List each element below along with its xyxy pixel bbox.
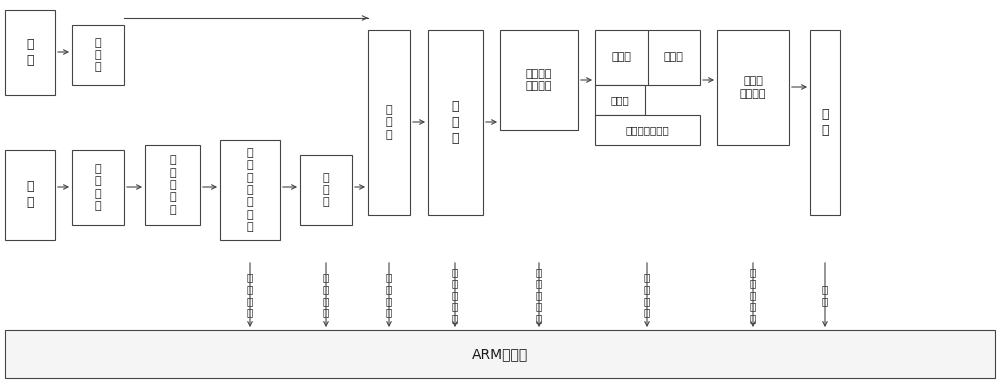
Text: 排气道: 排气道 <box>664 52 684 63</box>
Text: 甲
烷
浓
度
传
感
器: 甲 烷 浓 度 传 感 器 <box>247 148 253 232</box>
Bar <box>145 145 200 225</box>
Text: 气
缸
温
度: 气 缸 温 度 <box>644 273 650 317</box>
Text: 进气道: 进气道 <box>611 52 631 63</box>
Bar <box>5 330 995 378</box>
Bar <box>717 30 789 145</box>
Text: 进气歧管
压力温度: 进气歧管 压力温度 <box>526 69 552 91</box>
Text: ARM控制器: ARM控制器 <box>472 347 528 361</box>
Bar <box>368 30 410 215</box>
Bar <box>595 85 645 115</box>
Text: 节
气
门
开
度: 节 气 门 开 度 <box>452 267 458 323</box>
Text: 尾
气
氧
含
量: 尾 气 氧 含 量 <box>750 267 756 323</box>
Bar <box>500 30 578 130</box>
Text: 阀
门
开
度: 阀 门 开 度 <box>323 273 329 317</box>
Text: 压
力
、
温
度: 压 力 、 温 度 <box>536 267 542 323</box>
Text: 排气管
氧传感器: 排气管 氧传感器 <box>740 76 766 99</box>
Text: 甲
烷
浓
度: 甲 烷 浓 度 <box>247 273 253 317</box>
Bar <box>300 155 352 225</box>
Bar <box>220 140 280 240</box>
Text: 沼
气: 沼 气 <box>26 181 34 210</box>
Bar <box>5 150 55 240</box>
Bar <box>428 30 483 215</box>
Text: 汽缸温度传感器: 汽缸温度传感器 <box>626 125 669 135</box>
Text: 汽缸盖: 汽缸盖 <box>611 95 629 105</box>
Text: 节
气
门: 节 气 门 <box>452 100 459 145</box>
Text: 转
速: 转 速 <box>821 108 829 137</box>
Bar <box>595 115 700 145</box>
Text: 混
合
器: 混 合 器 <box>386 105 392 140</box>
Bar <box>72 25 124 85</box>
Text: 滤
清
器: 滤 清 器 <box>95 38 101 72</box>
Bar <box>810 30 840 215</box>
Bar <box>72 150 124 225</box>
Text: 转
速: 转 速 <box>822 284 828 306</box>
Bar <box>595 30 700 85</box>
Text: 零
压
调
节
器: 零 压 调 节 器 <box>169 155 176 215</box>
Text: 燃
气
阀: 燃 气 阀 <box>323 172 329 207</box>
Bar <box>5 10 55 95</box>
Text: 实
际
开
度: 实 际 开 度 <box>386 273 392 317</box>
Text: 过
滤
设
备: 过 滤 设 备 <box>95 164 101 211</box>
Text: 空
气: 空 气 <box>26 38 34 67</box>
